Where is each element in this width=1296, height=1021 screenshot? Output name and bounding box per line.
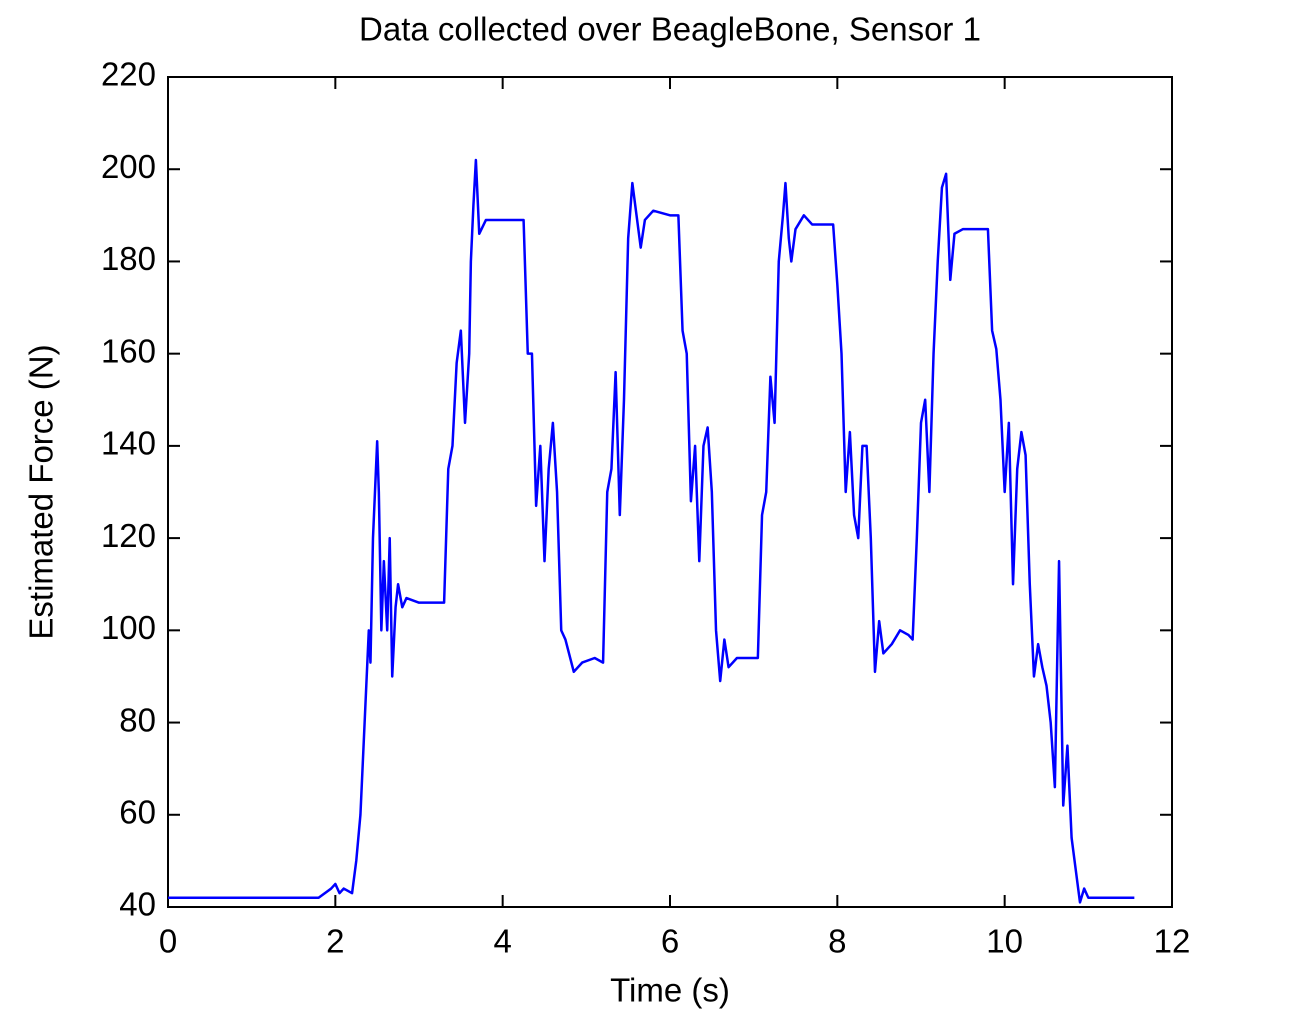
y-tick-label: 100 [101,609,156,646]
x-tick-label: 2 [326,923,344,960]
x-tick-label: 12 [1154,923,1191,960]
y-tick-label: 220 [101,56,156,93]
y-tick-label: 120 [101,517,156,554]
x-axis-label: Time (s) [610,972,730,1009]
y-tick-label: 80 [119,701,156,738]
x-tick-label: 6 [661,923,679,960]
y-tick-label: 180 [101,240,156,277]
chart-title: Data collected over BeagleBone, Sensor 1 [359,11,981,48]
x-tick-label: 4 [493,923,511,960]
y-tick-label: 200 [101,148,156,185]
y-tick-label: 60 [119,793,156,830]
y-tick-label: 40 [119,886,156,923]
data-line [168,158,1135,904]
y-axis-label: Estimated Force (N) [23,344,60,639]
y-tick-label: 140 [101,425,156,462]
x-tick-label: 10 [986,923,1023,960]
plot-frame [167,76,1173,908]
x-tick-label: 0 [159,923,177,960]
y-tick-label: 160 [101,332,156,369]
x-tick-label: 8 [828,923,846,960]
